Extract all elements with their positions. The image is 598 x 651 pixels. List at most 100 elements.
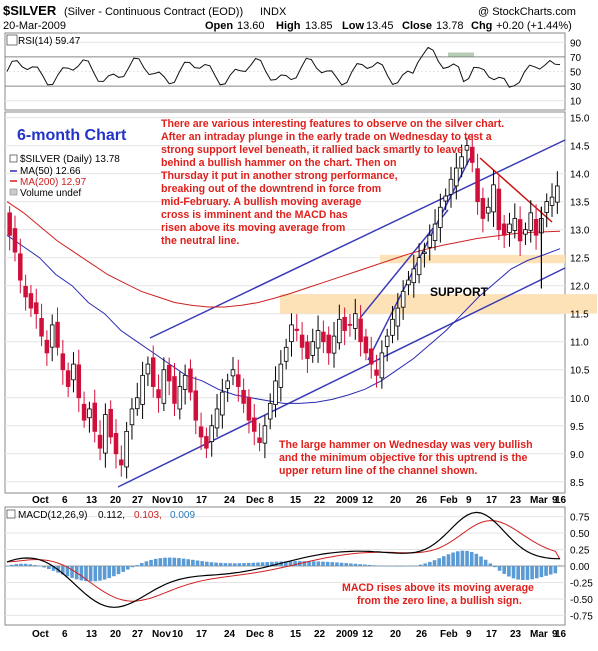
macd-hist-bar [149, 559, 153, 566]
candle-body [23, 285, 28, 298]
candle-body [517, 219, 523, 242]
annotation-top-line: risen above its moving average from [161, 222, 345, 234]
resistance-zone [380, 254, 565, 264]
macd-hist-bar [395, 566, 400, 567]
macd-hist-bar [218, 562, 223, 566]
x-tick-label: 16 [555, 629, 567, 640]
macd-hist-bar [316, 561, 321, 566]
x-tick-label: 9 [552, 629, 558, 640]
price-tick-label: 13.5 [570, 198, 590, 209]
x-tick-label: Mar [530, 629, 548, 640]
x-tick-label: 2009 [336, 629, 359, 640]
macd-hist-bar [400, 566, 404, 567]
candle-body [379, 352, 385, 379]
price-tick-label: 11.0 [570, 338, 589, 349]
candle-body [485, 206, 491, 214]
annotation-bottom-line: and the minimum objective for this uptre… [279, 452, 527, 464]
candle-body [289, 324, 294, 343]
macd-hist-bar [33, 565, 37, 566]
annotation-bottom: The large hammer on Wednesday was very b… [279, 439, 533, 477]
macd-hist-bar [414, 565, 418, 566]
candle-body [438, 206, 443, 228]
macd-hist-bar [107, 566, 112, 579]
macd-hist-bar [256, 562, 260, 566]
macd-hist-bar [200, 561, 204, 566]
candle-body [406, 279, 411, 286]
macd-hist-bar [367, 564, 372, 566]
macd-hist-bar [98, 566, 102, 581]
macd-tick-label: -0.25 [570, 578, 593, 589]
ma50-line [6, 234, 561, 404]
x-tick-label: 15 [290, 495, 302, 506]
x-tick-label: 24 [224, 629, 236, 640]
candle-body [7, 212, 12, 236]
macd-hist-bar [209, 562, 214, 566]
macd-hist-bar [479, 556, 483, 566]
annotation-top-line: behind a bullish hammer on the chart. Th… [161, 157, 396, 169]
macd-hist-bar [488, 563, 493, 566]
candle-body [368, 348, 374, 365]
annotation-top-line: Thursday it put in another strong perfor… [161, 170, 398, 182]
macd-hist-bar [177, 558, 181, 566]
candle-body [225, 380, 230, 389]
macd-hist-bar [139, 563, 144, 566]
macd-hist-bar [5, 566, 9, 567]
candle-body [204, 436, 209, 449]
macd-hist-bar [214, 562, 218, 566]
candle-body [92, 402, 97, 432]
candle-body [33, 302, 39, 315]
candle-body [427, 234, 432, 248]
macd-hist-bar [228, 563, 232, 566]
x-tick-label: 27 [132, 495, 144, 506]
x-tick-label: 26 [416, 495, 428, 506]
candle-body [363, 336, 369, 354]
macd-hist-bar [293, 561, 297, 566]
legend-volume: Volume undef [20, 188, 81, 199]
candle-body [150, 357, 156, 387]
close-value: 13.78 [436, 20, 464, 32]
x-tick-label: Dec [246, 629, 265, 640]
macd-hist-bar [530, 566, 534, 580]
x-tick-label: 17 [486, 629, 498, 640]
x-tick-label: 20 [110, 495, 122, 506]
macd-hist-bar [455, 551, 460, 566]
x-tick-label: Dec [246, 495, 265, 506]
candle-body [246, 396, 252, 421]
x-tick-label: Feb [440, 629, 458, 640]
candle-body [236, 374, 241, 387]
macd-hist-bar [418, 564, 423, 566]
x-tick-label: 17 [486, 495, 498, 506]
candle-body [342, 317, 347, 331]
candle-body [262, 425, 268, 444]
rsi-tick-label: 30 [570, 82, 582, 93]
x-tick-label: 22 [314, 495, 326, 506]
macd-hist-bar [386, 566, 390, 567]
candle-body [523, 229, 528, 235]
macd-hist-bar [330, 562, 335, 566]
candle-body [18, 253, 23, 281]
high-label: High [276, 20, 301, 32]
candle-body [544, 201, 549, 213]
macd-hist-bar [237, 563, 242, 566]
x-tick-label: 9 [466, 495, 472, 506]
macd-hist-bar [302, 561, 307, 566]
candle-body [257, 437, 262, 443]
candle-body [475, 168, 480, 203]
candle-body [129, 408, 135, 426]
macd-hist-bar [521, 566, 525, 581]
candle-body [39, 318, 44, 337]
price-tick-label: 14.0 [570, 170, 590, 181]
macd-hist-bar [511, 566, 516, 579]
annotation-top-line: strong support level beneath, it rallied… [161, 144, 463, 156]
legend-symbol: $SILVER (Daily) 13.78 [20, 154, 120, 165]
candle-body [390, 318, 395, 336]
candle-body [315, 330, 321, 349]
macd-tick-label: -0.75 [570, 611, 593, 622]
candle-body [326, 334, 331, 354]
macd-hist-bar [483, 559, 488, 566]
macd-hist-bar [376, 565, 381, 567]
macd-hist-bar [112, 566, 116, 577]
macd-hist-bar [121, 566, 125, 572]
candle-body [400, 290, 406, 308]
